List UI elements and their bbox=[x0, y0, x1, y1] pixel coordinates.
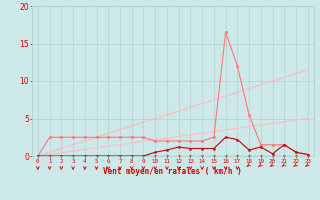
X-axis label: Vent moyen/en rafales ( km/h ): Vent moyen/en rafales ( km/h ) bbox=[103, 167, 242, 176]
